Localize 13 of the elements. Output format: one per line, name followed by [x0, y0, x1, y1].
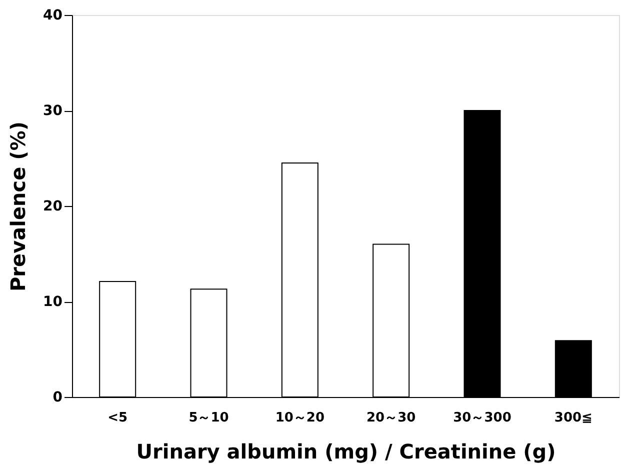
y-tick-label: 30: [43, 103, 63, 119]
y-axis-title: Prevalence (%): [6, 122, 30, 292]
y-tick-label: 10: [43, 294, 63, 310]
x-tick-label: <5: [108, 410, 128, 426]
y-tick-label: 40: [43, 8, 63, 24]
y-tick-label: 20: [43, 198, 63, 214]
x-tick-label: 20～30: [366, 410, 416, 426]
x-tick-label: 5～10: [188, 410, 229, 426]
x-tick-label: 10～20: [275, 410, 325, 426]
x-axis-title: Urinary albumin (mg) / Creatinine (g): [136, 440, 556, 464]
x-tick-label: 30～300: [453, 410, 512, 426]
y-tick-label: 0: [52, 390, 63, 406]
x-tick-label: 300≦: [554, 410, 592, 426]
